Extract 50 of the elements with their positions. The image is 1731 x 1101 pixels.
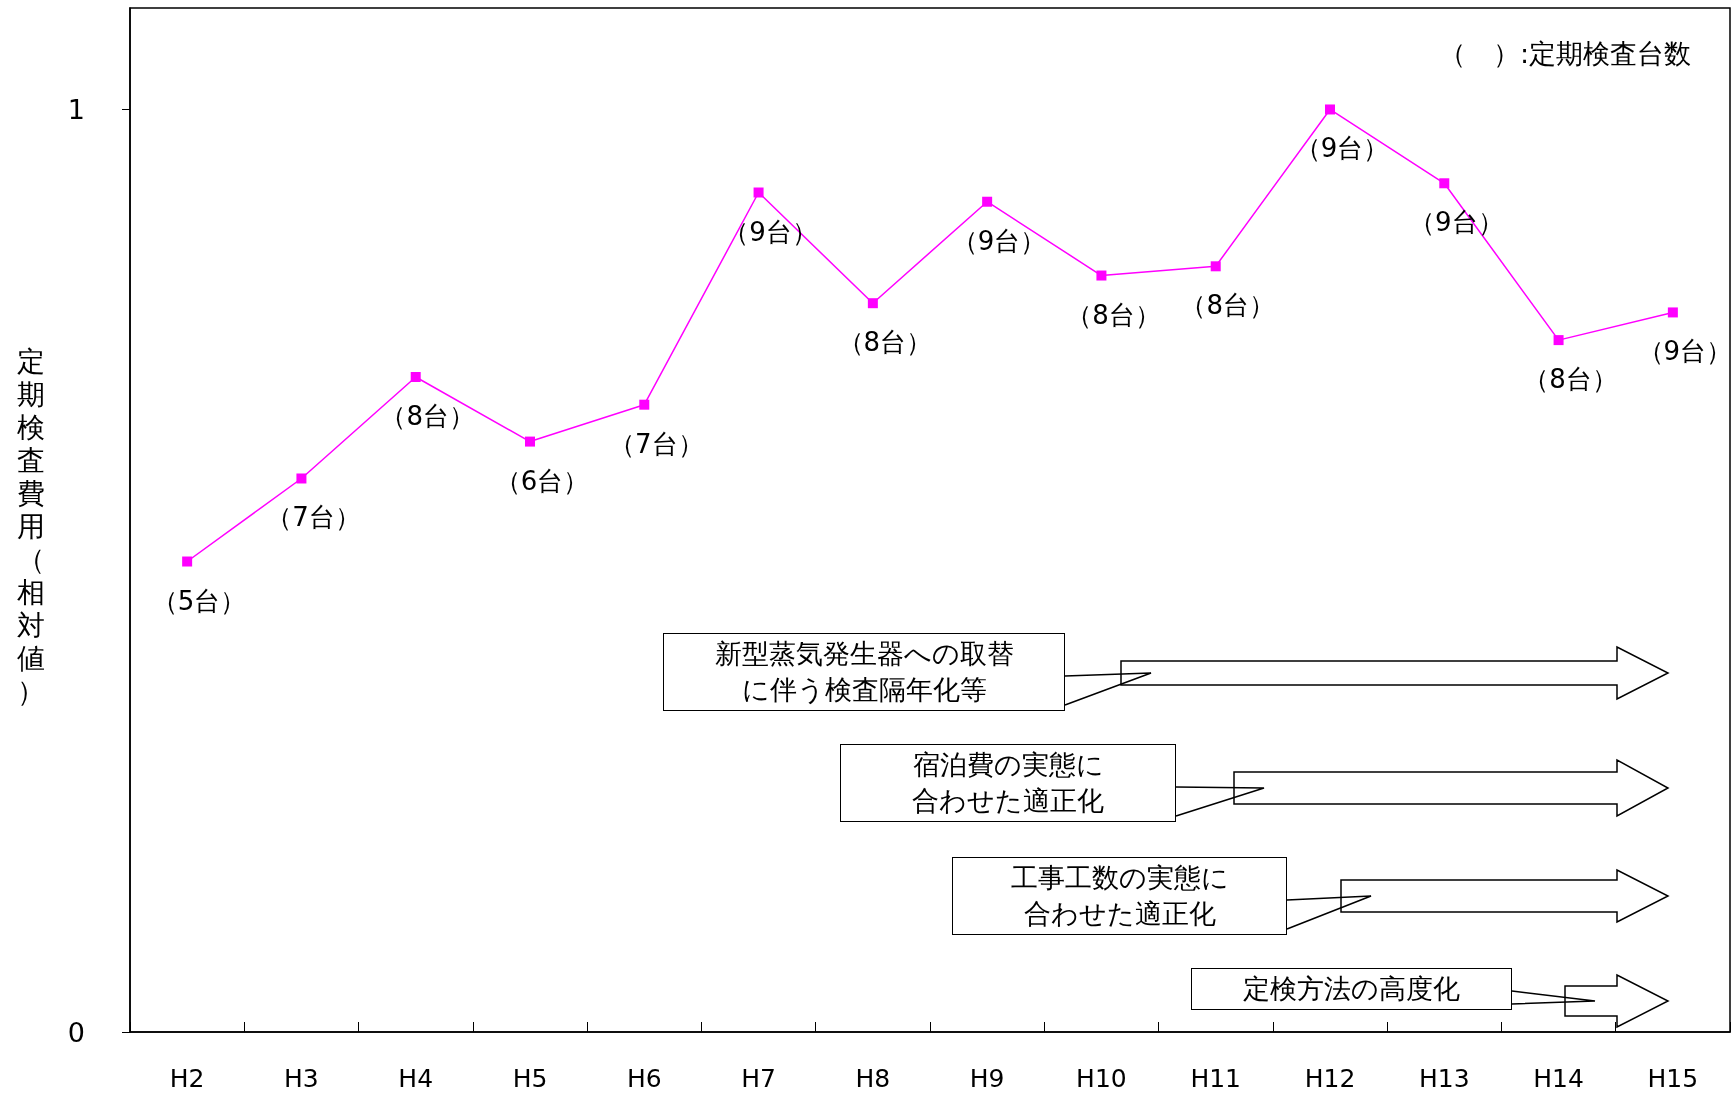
annotation: （9台） [1409, 206, 1504, 240]
x-tick-label: H8 [855, 1064, 891, 1093]
x-tick-label: H2 [169, 1064, 205, 1093]
y-tick-label: 1 [67, 93, 85, 125]
text: 定期検査費用（相対値） [17, 345, 45, 708]
annotation: （9台） [1637, 335, 1731, 369]
annotation: （5台） [151, 584, 247, 618]
text-box: 宿泊費の実態に合わせた適正化 [840, 744, 1176, 822]
annotation: （9台） [1294, 132, 1390, 166]
point [525, 436, 535, 447]
text-box: 工事工数の実態に合わせた適正化 [952, 857, 1287, 935]
annotation: （7台） [266, 501, 361, 535]
annotation: （8台） [1066, 298, 1161, 332]
annotation: （6台） [494, 464, 590, 498]
point [296, 473, 307, 484]
x-tick-label: H3 [284, 1064, 319, 1093]
point [1325, 104, 1335, 115]
annotation: （ ）:定期検査台数 [1437, 37, 1693, 71]
x-tick-label: H15 [1647, 1064, 1699, 1093]
x-tick-label: H6 [626, 1064, 662, 1093]
x-tick-label: H5 [512, 1064, 548, 1093]
x-tick-label: H9 [969, 1064, 1005, 1093]
x-tick-label: H4 [398, 1064, 434, 1093]
y-tick-label: 0 [67, 1016, 85, 1048]
point [1210, 261, 1221, 272]
point [1096, 270, 1107, 281]
x-tick-label: H11 [1190, 1064, 1242, 1093]
x-tick-label: H14 [1533, 1064, 1584, 1093]
text-box: 定検方法の高度化 [1191, 968, 1512, 1010]
x-tick-label: H10 [1076, 1064, 1127, 1093]
annotation: （8台） [1523, 363, 1618, 397]
point [867, 298, 878, 309]
annotation: （8台） [380, 400, 475, 433]
annotation: （8台） [1180, 289, 1275, 323]
point [1553, 335, 1564, 346]
text-box: 新型蒸気発生器への取替に伴う検査隔年化等 [663, 633, 1065, 711]
point [410, 372, 421, 383]
x-tick-label: H7 [741, 1064, 776, 1093]
point [1667, 307, 1678, 318]
point [753, 187, 764, 198]
annotation: （8台） [837, 326, 933, 360]
annotation: （7台） [609, 427, 704, 461]
annotation: （9台） [723, 215, 818, 249]
x-tick-label: H13 [1418, 1064, 1470, 1093]
point [639, 399, 650, 410]
annotation: （9台） [951, 224, 1047, 258]
point [182, 556, 193, 567]
point [982, 196, 993, 207]
point [1439, 178, 1450, 189]
x-tick-label: H12 [1304, 1064, 1356, 1093]
